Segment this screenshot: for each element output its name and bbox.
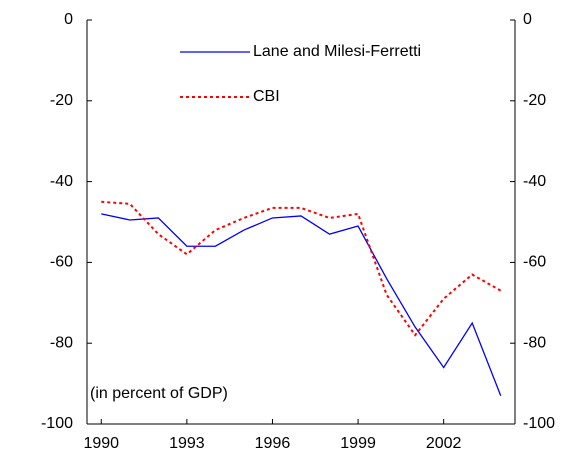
x-tick-label: 1993	[169, 435, 205, 452]
y-tick-label: -80	[50, 334, 73, 351]
y2-tick-label: -80	[523, 334, 546, 351]
series-line	[101, 213, 502, 396]
legend-label: CBI	[253, 88, 280, 105]
y2-tick-label: -40	[523, 173, 546, 190]
y-tick-label: -40	[50, 173, 73, 190]
y2-tick-label: -20	[523, 92, 546, 109]
legend-label: Lane and Milesi-Ferretti	[253, 43, 421, 60]
y-tick-label: 0	[64, 11, 73, 28]
y-tick-label: -60	[50, 254, 73, 271]
y2-tick-label: -60	[523, 254, 546, 271]
x-tick-label: 1996	[255, 435, 291, 452]
series-line	[101, 200, 502, 337]
x-tick-label: 2002	[426, 435, 462, 452]
y2-tick-label: 0	[523, 11, 532, 28]
y-tick-label: -20	[50, 92, 73, 109]
annotation: (in percent of GDP)	[90, 385, 228, 402]
x-tick-label: 1990	[83, 435, 119, 452]
y-tick-label: -100	[41, 415, 73, 432]
x-tick-label: 1999	[340, 435, 376, 452]
y2-tick-label: -100	[523, 415, 555, 432]
